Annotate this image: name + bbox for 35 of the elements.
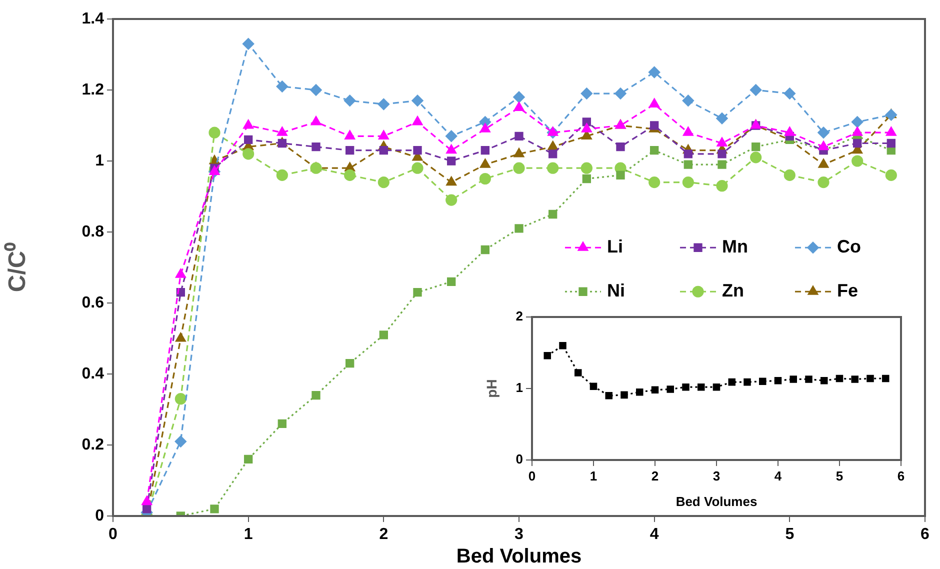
x-tick-label: 2 — [379, 526, 388, 544]
x-tick-label: 0 — [108, 526, 118, 544]
x-tick-label: 5 — [836, 468, 844, 484]
x-tick-label: 1 — [590, 468, 598, 484]
y-tick-label: 0 — [516, 452, 523, 467]
y-tick-label: 0.4 — [82, 365, 104, 382]
x-tick-label: 4 — [774, 468, 782, 484]
x-tick-label: 2 — [651, 468, 659, 484]
y-tick-label: 0.2 — [82, 436, 104, 454]
legend-label: Fe — [837, 280, 858, 301]
legend-label: Mn — [722, 236, 748, 257]
x-tick-label: 4 — [650, 526, 659, 544]
x-tick-label: 5 — [785, 526, 794, 544]
y-tick-label: 0.8 — [82, 223, 104, 240]
y-tick-label: 1.2 — [82, 81, 104, 98]
legend-label: Zn — [722, 280, 744, 301]
x-axis-title: Bed Volumes — [456, 546, 582, 568]
x-tick-label: 3 — [712, 468, 720, 484]
y-axis-title: pH — [483, 379, 500, 398]
y-tick-label: 1 — [516, 380, 523, 396]
y-tick-label: 0 — [95, 507, 104, 524]
x-tick-label: 6 — [897, 468, 905, 484]
x-tick-label: 6 — [920, 526, 930, 544]
y-tick-label: 0.6 — [82, 294, 104, 312]
x-axis-title: Bed Volumes — [676, 494, 758, 509]
y-tick-label: 1 — [95, 152, 104, 170]
legend-label: Ni — [607, 280, 625, 301]
x-tick-label: 3 — [514, 526, 524, 544]
y-tick-label: 1.4 — [82, 10, 104, 28]
x-tick-label: 0 — [528, 468, 536, 484]
y-tick-label: 2 — [516, 308, 523, 324]
legend-label: Li — [607, 236, 623, 257]
x-tick-label: 1 — [244, 526, 253, 544]
y-axis-title: C/C⁰ — [4, 242, 32, 292]
legend-label: Co — [837, 236, 861, 257]
